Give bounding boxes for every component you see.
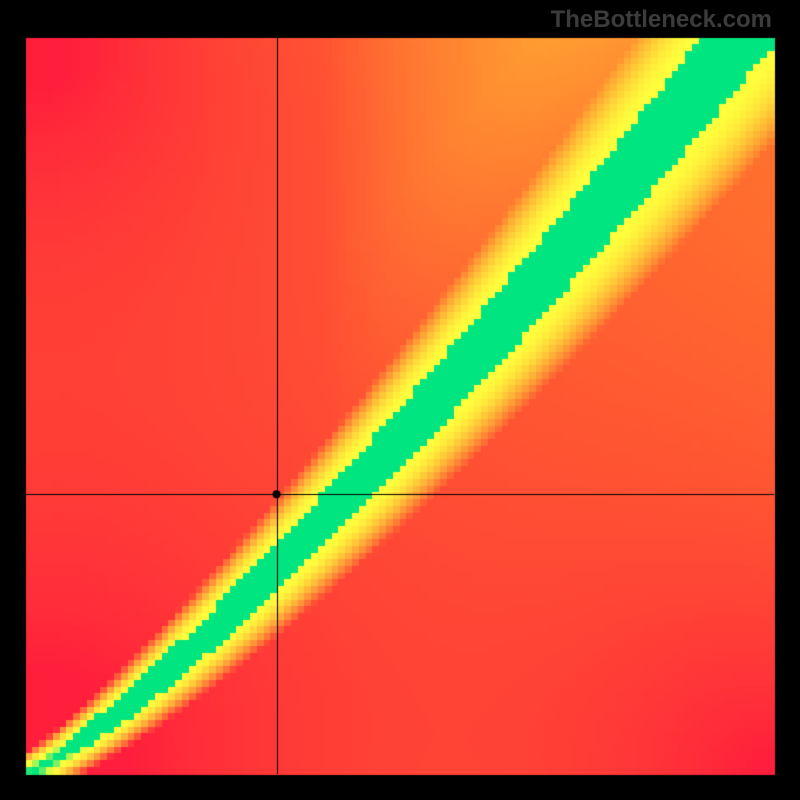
chart-container: TheBottleneck.com: [0, 0, 800, 800]
watermark-text: TheBottleneck.com: [551, 6, 772, 34]
heatmap-canvas: [0, 0, 800, 800]
